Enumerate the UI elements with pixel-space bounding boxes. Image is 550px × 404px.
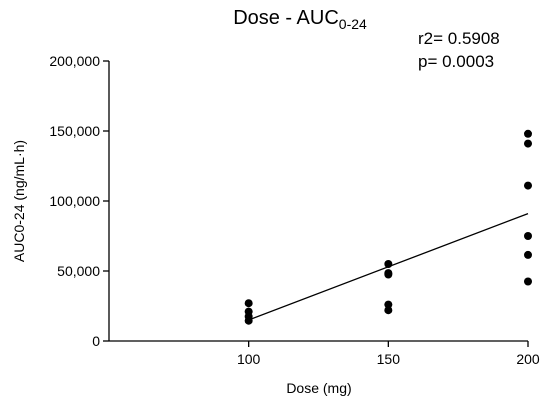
data-point — [384, 306, 393, 315]
y-tick-label: 150,000 — [49, 123, 100, 139]
r2-annotation: r2= 0.5908 — [418, 29, 500, 48]
y-axis-ticks: 0 50,000 100,000 150,000 200,000 — [49, 53, 109, 349]
data-point — [384, 270, 393, 279]
data-point — [244, 299, 253, 308]
y-tick-label: 0 — [92, 333, 100, 349]
x-tick-label: 100 — [237, 351, 261, 367]
data-points — [244, 129, 532, 325]
data-point — [524, 232, 532, 240]
y-tick-label: 50,000 — [57, 263, 100, 279]
data-point — [524, 181, 532, 190]
data-point — [244, 316, 253, 325]
x-tick-label: 200 — [516, 351, 540, 367]
y-axis-label: AUC0-24 (ng/mL·h) — [11, 140, 27, 262]
x-axis-ticks: 100 150 200 — [237, 341, 540, 367]
data-point — [384, 260, 393, 268]
data-point — [384, 300, 393, 309]
data-point — [524, 277, 532, 286]
data-point — [524, 139, 532, 148]
chart-title: Dose - AUC0-24 — [233, 7, 367, 32]
chart-title-subscript: 0-24 — [339, 16, 367, 32]
x-tick-label: 150 — [377, 351, 401, 367]
data-point — [524, 250, 532, 259]
data-point — [524, 129, 532, 138]
y-tick-label: 100,000 — [49, 193, 100, 209]
y-tick-label: 200,000 — [49, 53, 100, 69]
x-axis-label: Dose (mg) — [286, 380, 351, 396]
p-value-annotation: p= 0.0003 — [418, 52, 494, 71]
